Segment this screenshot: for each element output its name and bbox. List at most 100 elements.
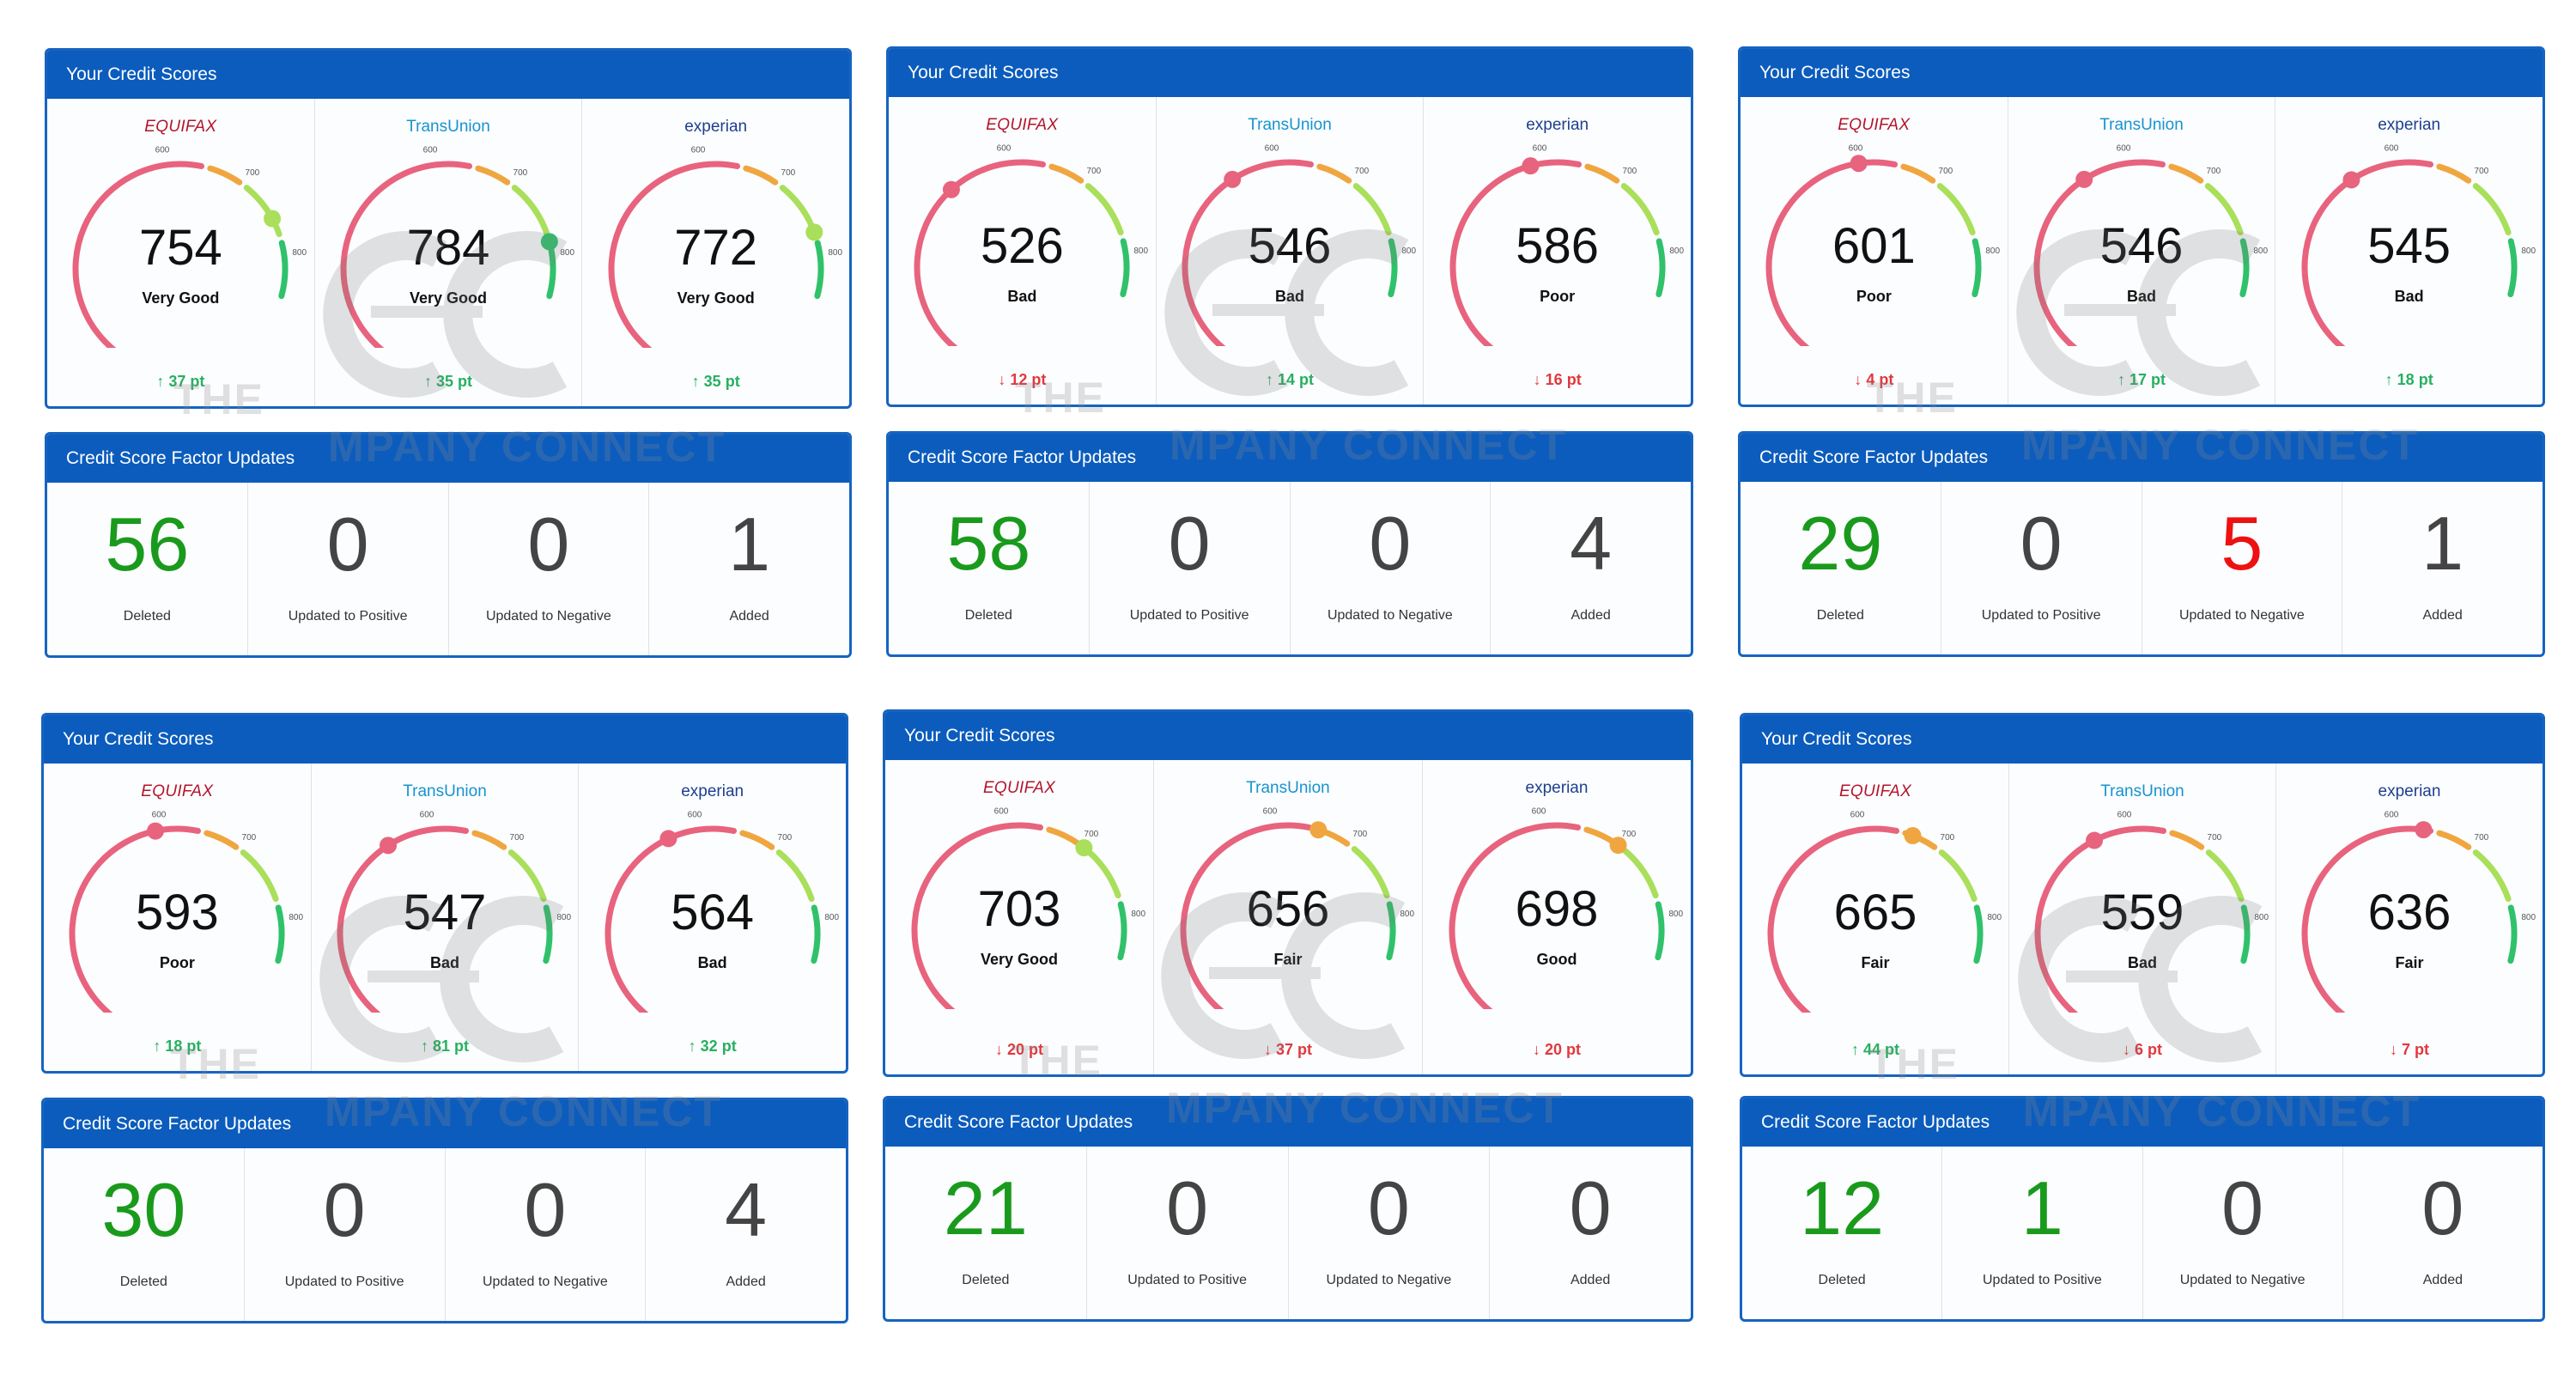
credit-score-value: 636	[2367, 885, 2451, 940]
score-gauge: 600 700 800	[72, 146, 307, 348]
factor-updates-body: 58 Deleted 0 Updated to Positive 0 Updated to…	[889, 482, 1691, 654]
score-gauge: 600 700 800	[605, 811, 839, 1013]
score-change-value: 37 pt	[1276, 1041, 1313, 1058]
gauge-marker	[264, 210, 282, 228]
factor-label: Updated to Negative	[2179, 1273, 2306, 1287]
gauge-segment	[1767, 825, 1900, 1013]
factor-updates-title: Credit Score Factor Updates	[44, 1100, 846, 1148]
gauge-segment	[2169, 830, 2205, 850]
factor-count: 1	[728, 502, 771, 587]
factor-count: 0	[2421, 1165, 2464, 1250]
factor-stat: 0 Updated to Negative	[2143, 1147, 2343, 1319]
score-change: ↓ 6 pt	[2009, 1041, 2275, 1059]
score-change: ↓ 20 pt	[885, 1041, 1153, 1059]
factor-label: Added	[729, 609, 769, 624]
factor-label: Updated to Positive	[1983, 1273, 2102, 1287]
gauge-tick-label: 600	[2385, 811, 2399, 820]
arrow-up-icon: ↑	[2117, 371, 2129, 388]
bureau-score-card: EQUIFAX 600 700 800 665 Fair ↑ 44 pt	[1742, 764, 2009, 1074]
factor-stat: 0 Updated to Positive	[248, 483, 449, 655]
score-change: ↑ 32 pt	[579, 1037, 846, 1056]
gauge-segment	[2472, 849, 2512, 903]
bureau-name: TransUnion	[2100, 782, 2184, 800]
credit-score-value: 665	[1833, 885, 1917, 940]
credit-scores-panel: Your Credit Scores EQUIFAX 600 700 800 703 Ver…	[883, 709, 1693, 1077]
gauge-tick-label: 800	[2521, 913, 2536, 922]
bureau-score-card: experian 600 700 800 586 Poor ↓ 16 pt	[1424, 97, 1691, 405]
score-change: ↑ 18 pt	[44, 1037, 311, 1056]
arrow-down-icon: ↓	[1854, 371, 1867, 388]
score-gauge: 600 700 800	[2301, 811, 2536, 1013]
score-gauge: 600 700 800	[340, 146, 574, 348]
gauge-tick-label: 700	[1939, 167, 1953, 176]
score-change-value: 32 pt	[700, 1037, 737, 1055]
factor-count: 56	[105, 502, 190, 587]
factor-stat: 1 Added	[2342, 482, 2543, 654]
gauge-tick-label: 800	[1401, 246, 1416, 256]
arrow-up-icon: ↑	[156, 373, 169, 390]
gauge-tick-label: 800	[1986, 246, 2001, 256]
gauge-marker	[1224, 170, 1242, 188]
factor-count: 0	[2221, 1165, 2264, 1250]
factor-stat: 21 Deleted	[885, 1147, 1087, 1319]
score-gauge: 600 700 800	[608, 146, 842, 348]
factor-label: Updated to Negative	[2178, 608, 2305, 623]
credit-score-value: 559	[2100, 885, 2184, 940]
credit-score-value: 772	[674, 220, 758, 276]
factor-stat: 0 Added	[1490, 1147, 1691, 1319]
gauge-tick-label: 600	[994, 807, 1009, 817]
gauge-tick-label: 800	[1134, 246, 1149, 256]
credit-scores-title: Your Credit Scores	[1741, 49, 2543, 97]
gauge-tick-label: 700	[2208, 833, 2222, 843]
gauge-segment	[1316, 163, 1352, 184]
bureau-score-card: EQUIFAX 600 700 800 593 Poor ↑ 18 pt	[44, 764, 312, 1071]
score-change: ↑ 44 pt	[1742, 1041, 2008, 1059]
credit-scores-panel: Your Credit Scores EQUIFAX 600 700 800 526 Bad…	[886, 46, 1693, 407]
bureau-name: experian	[1525, 779, 1589, 797]
bureau-name: TransUnion	[2099, 116, 2184, 134]
gauge-tick-label: 800	[2253, 246, 2268, 256]
gauge-segment	[605, 825, 737, 1013]
arrow-up-icon: ↑	[420, 1037, 433, 1055]
gauge-segment	[2239, 238, 2250, 298]
factor-stat: 0 Updated to Positive	[1090, 482, 1291, 654]
credit-score-rating: Bad	[697, 954, 727, 971]
credit-score-rating: Poor	[159, 954, 195, 971]
credit-score-rating: Poor	[1540, 288, 1576, 305]
arrow-up-icon: ↑	[1850, 1041, 1863, 1058]
gauge-segment	[814, 240, 824, 300]
gauge-marker	[2075, 170, 2093, 188]
arrow-down-icon: ↓	[1532, 1041, 1545, 1058]
gauge-tick-label: 700	[2475, 833, 2489, 843]
factor-count: 4	[725, 1167, 768, 1252]
gauge-tick-label: 600	[2117, 811, 2132, 820]
credit-scores-panel: Your Credit Scores EQUIFAX 600 700 800 593 Poo…	[41, 713, 848, 1074]
factor-stat: 0 Updated to Negative	[449, 483, 650, 655]
credit-score-rating: Fair	[1273, 951, 1303, 968]
factor-stat: 5 Updated to Negative	[2142, 482, 2343, 654]
gauge-segment	[1046, 826, 1082, 847]
factor-label: Deleted	[964, 608, 1012, 623]
bureau-name: EQUIFAX	[986, 116, 1059, 134]
bureau-name: TransUnion	[1248, 116, 1332, 134]
score-change-value: 7 pt	[2402, 1041, 2430, 1058]
gauge-segment	[2301, 825, 2434, 1013]
factor-updates-panel: Credit Score Factor Updates 21 Deleted 0 Upd…	[883, 1096, 1693, 1322]
bureau-score-card: experian 600 700 800 636 Fair ↓ 7 pt	[2276, 764, 2543, 1074]
arrow-up-icon: ↑	[423, 373, 436, 390]
credit-score-value: 784	[406, 220, 490, 276]
gauge-segment	[511, 185, 550, 238]
gauge-segment	[543, 904, 553, 964]
factor-count: 4	[1570, 501, 1613, 586]
score-change-value: 20 pt	[1545, 1041, 1582, 1058]
factor-updates-panel: Credit Score Factor Updates 56 Deleted 0 Upd…	[45, 432, 852, 658]
factor-updates-panel: Credit Score Factor Updates 58 Deleted 0 Upd…	[886, 431, 1693, 657]
credit-score-value: 656	[1246, 881, 1330, 937]
bureau-name: experian	[684, 118, 748, 136]
gauge-segment	[1120, 238, 1130, 298]
gauge-segment	[1971, 238, 1982, 298]
gauge-tick-label: 700	[781, 168, 795, 178]
score-change-value: 81 pt	[433, 1037, 470, 1055]
gauge-segment	[775, 849, 815, 903]
credit-score-value: 547	[403, 885, 487, 940]
